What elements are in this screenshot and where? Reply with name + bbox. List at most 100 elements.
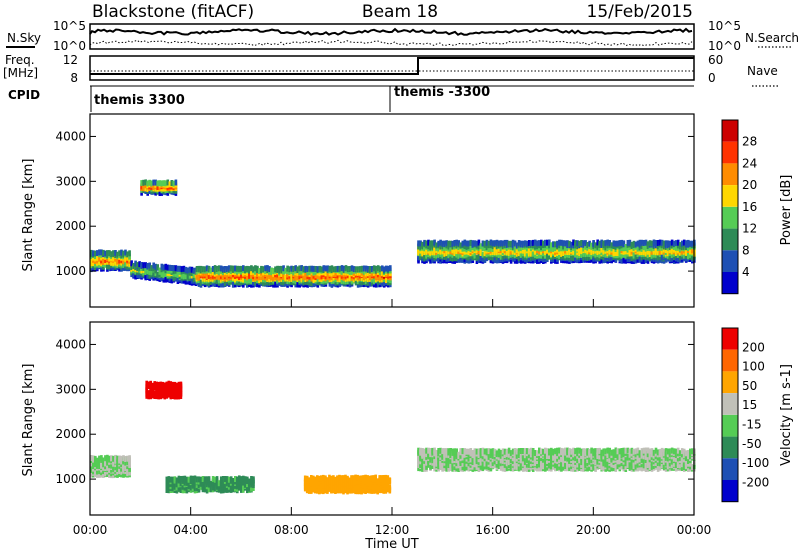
velocity-cell bbox=[318, 475, 321, 482]
velocity-cell bbox=[421, 463, 424, 470]
power-cell bbox=[602, 254, 606, 261]
power-cell bbox=[172, 180, 176, 187]
velocity-cell bbox=[491, 456, 495, 463]
power-cell bbox=[158, 267, 162, 274]
power-cell bbox=[314, 266, 318, 272]
power-cell bbox=[98, 255, 101, 262]
nsearch-label: N.Search bbox=[745, 31, 799, 45]
y-tick-label: 1000 bbox=[55, 472, 86, 486]
velocity-cell bbox=[646, 451, 650, 458]
power-cell bbox=[634, 241, 638, 248]
power-cell bbox=[256, 265, 259, 272]
power-cell bbox=[622, 245, 626, 252]
velocity-cell bbox=[171, 381, 175, 388]
velocity-cell bbox=[473, 461, 477, 468]
power-cell bbox=[449, 254, 453, 261]
velocity-cell bbox=[590, 447, 593, 454]
velocity-cell bbox=[376, 478, 380, 485]
velocity-cell bbox=[628, 448, 632, 455]
power-cell bbox=[322, 265, 326, 272]
velocity-cell bbox=[578, 465, 581, 471]
velocity-cell bbox=[572, 447, 575, 454]
velocity-cell bbox=[332, 475, 335, 482]
power-cell bbox=[272, 268, 275, 275]
power-cell bbox=[256, 281, 259, 288]
power-cell bbox=[197, 265, 201, 272]
velocity-cell bbox=[221, 476, 225, 482]
power-cell bbox=[628, 256, 632, 262]
velocity-cell bbox=[181, 475, 185, 482]
velocity-cell bbox=[517, 448, 521, 455]
power-cell bbox=[505, 249, 509, 256]
power-cell bbox=[540, 239, 543, 246]
velocity-cell bbox=[646, 462, 650, 468]
power-cell bbox=[678, 242, 682, 249]
power-cell bbox=[562, 250, 565, 256]
power-cell bbox=[475, 255, 479, 262]
power-cell bbox=[170, 265, 174, 271]
velocity-cell bbox=[515, 448, 519, 455]
power-cell bbox=[130, 264, 133, 270]
power-cell bbox=[356, 266, 360, 273]
velocity-cell bbox=[303, 483, 307, 490]
power-cell bbox=[342, 265, 346, 272]
power-cell bbox=[326, 271, 330, 278]
power-cell bbox=[421, 241, 424, 248]
velocity-cell bbox=[652, 449, 656, 456]
power-cell bbox=[687, 239, 690, 246]
velocity-cell bbox=[582, 448, 585, 455]
velocity-cell bbox=[572, 451, 575, 458]
power-cell bbox=[527, 246, 531, 253]
power-cell bbox=[668, 240, 672, 247]
velocity-cell bbox=[576, 461, 579, 468]
power-cell bbox=[533, 239, 537, 246]
velocity-cell bbox=[632, 448, 636, 455]
power-cell bbox=[203, 266, 207, 273]
velocity-cell bbox=[179, 487, 183, 493]
power-cell bbox=[116, 251, 119, 258]
power-cell bbox=[519, 240, 523, 247]
velocity-cell bbox=[231, 478, 235, 484]
velocity-cell bbox=[519, 464, 523, 471]
power-cell bbox=[550, 245, 553, 252]
power-cell bbox=[328, 279, 332, 286]
velocity-cell bbox=[157, 381, 161, 388]
velocity-cell bbox=[674, 459, 678, 466]
power-cell bbox=[423, 239, 426, 246]
power-cell bbox=[184, 278, 188, 285]
velocity-cell bbox=[628, 451, 632, 458]
velocity-cell bbox=[106, 454, 109, 461]
velocity-cell bbox=[636, 447, 640, 454]
velocity-cell bbox=[348, 477, 351, 484]
colorbar-swatch bbox=[722, 141, 738, 164]
velocity-cell bbox=[497, 448, 501, 455]
velocity-cell bbox=[642, 460, 646, 467]
power-cell bbox=[546, 243, 549, 250]
power-cell bbox=[495, 257, 499, 264]
velocity-cell bbox=[153, 381, 157, 388]
power-cell bbox=[174, 179, 178, 186]
velocity-cell bbox=[354, 474, 357, 481]
power-cell bbox=[554, 257, 557, 264]
power-cell bbox=[453, 240, 457, 246]
power-cell bbox=[592, 240, 595, 246]
power-cell bbox=[499, 253, 503, 260]
power-cell bbox=[574, 250, 577, 257]
velocity-cell bbox=[145, 390, 149, 397]
velocity-cell bbox=[316, 482, 319, 489]
velocity-cell bbox=[189, 475, 193, 482]
velocity-cell bbox=[443, 448, 446, 455]
velocity-cell bbox=[604, 453, 608, 459]
velocity-cell bbox=[634, 448, 638, 455]
velocity-cell bbox=[382, 478, 386, 485]
velocity-cell bbox=[320, 481, 323, 487]
velocity-cell bbox=[612, 452, 616, 459]
velocity-cell bbox=[658, 448, 662, 455]
power-cell bbox=[296, 274, 300, 281]
power-cell bbox=[260, 265, 263, 272]
power-cell bbox=[417, 240, 420, 247]
velocity-cell bbox=[177, 387, 181, 394]
velocity-cell bbox=[618, 448, 622, 455]
power-cell bbox=[348, 274, 352, 281]
velocity-cell bbox=[505, 460, 509, 467]
